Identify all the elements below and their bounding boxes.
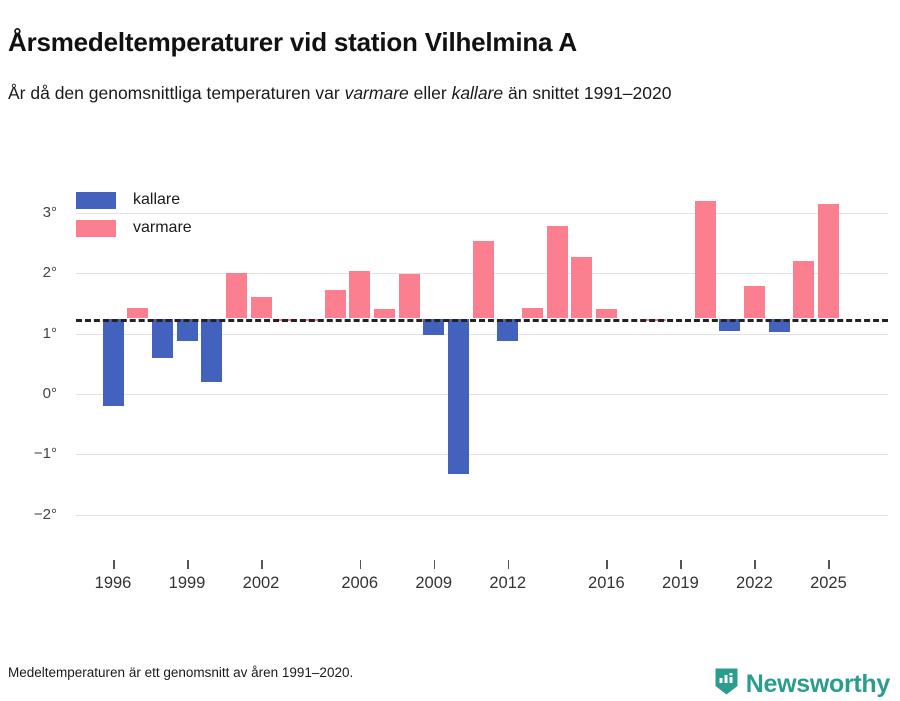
x-axis-tick-mark bbox=[359, 560, 362, 569]
x-axis-tick-mark bbox=[507, 560, 510, 569]
bar-2023[interactable] bbox=[768, 318, 790, 332]
bar-2001[interactable] bbox=[225, 273, 247, 319]
bar-2010[interactable] bbox=[447, 318, 469, 475]
legend-item-kallare[interactable]: kallare bbox=[76, 188, 192, 212]
legend-label: varmare bbox=[133, 219, 192, 236]
x-axis-tick-mark bbox=[828, 560, 830, 569]
gridline bbox=[76, 514, 888, 516]
chart-legend: kallare varmare bbox=[76, 188, 192, 244]
subtitle-emphasis-kallare: kallare bbox=[451, 83, 504, 103]
bar-1996[interactable] bbox=[102, 318, 124, 407]
chart-subtitle: År då den genomsnittliga temperaturen va… bbox=[8, 80, 868, 107]
y-axis-tick-label: 1° bbox=[42, 324, 57, 342]
y-axis-tick-label: −2° bbox=[33, 505, 57, 523]
reference-line bbox=[76, 318, 888, 322]
bar-2011[interactable] bbox=[472, 241, 494, 319]
bar-2007[interactable] bbox=[373, 309, 395, 319]
x-axis-tick-mark bbox=[606, 560, 608, 569]
bar-1997[interactable] bbox=[127, 307, 149, 319]
x-axis: 1996 1999 2002 2006 2009 2012 2016 2019 2022 2025 bbox=[0, 540, 900, 620]
y-axis-tick-label: 2° bbox=[42, 264, 57, 282]
bar-2012[interactable] bbox=[497, 318, 519, 342]
x-axis-tick-mark bbox=[261, 560, 263, 569]
chart-footnote: Medeltemperaturen är ett genomsnitt av å… bbox=[8, 665, 354, 680]
bar-1999[interactable] bbox=[176, 318, 198, 341]
legend-label: kallare bbox=[133, 191, 181, 208]
x-axis-tick-label: 2022 bbox=[736, 574, 773, 592]
bar-1998[interactable] bbox=[151, 318, 173, 358]
gridline bbox=[76, 212, 888, 214]
legend-item-varmare[interactable]: varmare bbox=[76, 216, 192, 240]
bar-2015[interactable] bbox=[571, 256, 593, 319]
newsworthy-mark-icon bbox=[714, 667, 739, 701]
subtitle-text-2: eller bbox=[408, 83, 452, 103]
bar-2005[interactable] bbox=[324, 290, 346, 319]
x-axis-tick-label: 2016 bbox=[588, 574, 625, 592]
y-axis-tick-label: −1° bbox=[33, 445, 57, 463]
x-axis-tick-label: 1996 bbox=[94, 574, 132, 592]
subtitle-emphasis-varmare: varmare bbox=[344, 83, 409, 103]
bar-2016[interactable] bbox=[595, 309, 617, 319]
bar-2024[interactable] bbox=[793, 261, 815, 319]
legend-swatch-kallare bbox=[76, 191, 116, 209]
x-axis-tick-mark bbox=[680, 560, 682, 569]
gridline bbox=[76, 394, 888, 395]
bar-2022[interactable] bbox=[743, 285, 765, 319]
bar-2008[interactable] bbox=[398, 274, 420, 319]
y-axis-tick-label: 0° bbox=[42, 385, 57, 402]
chart-plot-area: 3° 2° 1° 0° −1° −2° kallare varmare bbox=[0, 180, 900, 540]
x-axis-tick-mark bbox=[187, 560, 189, 569]
bar-2006[interactable] bbox=[349, 271, 371, 319]
bar-2020[interactable] bbox=[694, 200, 716, 319]
gridline bbox=[76, 333, 888, 335]
bar-2013[interactable] bbox=[521, 308, 543, 319]
bar-2002[interactable] bbox=[250, 297, 272, 319]
bar-2021[interactable] bbox=[719, 318, 741, 331]
bar-2000[interactable] bbox=[201, 318, 223, 382]
x-axis-tick-label: 2019 bbox=[662, 574, 699, 592]
brand-name: Newsworthy bbox=[745, 669, 891, 698]
bar-2014[interactable] bbox=[546, 226, 568, 319]
x-axis-tick-mark bbox=[433, 560, 436, 569]
x-axis-tick-label: 2012 bbox=[489, 574, 527, 592]
legend-swatch-varmare bbox=[76, 219, 116, 237]
x-axis-tick-label: 2002 bbox=[242, 574, 280, 592]
subtitle-text-3: än snittet 1991–2020 bbox=[503, 83, 672, 103]
x-axis-tick-mark bbox=[754, 560, 756, 569]
bar-2009[interactable] bbox=[423, 318, 445, 335]
brand-logo[interactable]: Newsworthy bbox=[714, 667, 890, 701]
x-axis-tick-mark bbox=[113, 560, 115, 569]
x-axis-tick-label: 2006 bbox=[341, 574, 379, 592]
page-title: Årsmedeltemperaturer vid station Vilhelm… bbox=[8, 27, 577, 58]
bar-2025[interactable] bbox=[817, 203, 839, 319]
x-axis-tick-label: 1999 bbox=[168, 574, 206, 592]
subtitle-text-1: År då den genomsnittliga temperaturen va… bbox=[8, 83, 345, 103]
gridline bbox=[76, 454, 888, 456]
x-axis-tick-label: 2009 bbox=[415, 574, 453, 592]
x-axis-tick-label: 2025 bbox=[810, 574, 847, 592]
y-axis-tick-label: 3° bbox=[42, 203, 57, 221]
